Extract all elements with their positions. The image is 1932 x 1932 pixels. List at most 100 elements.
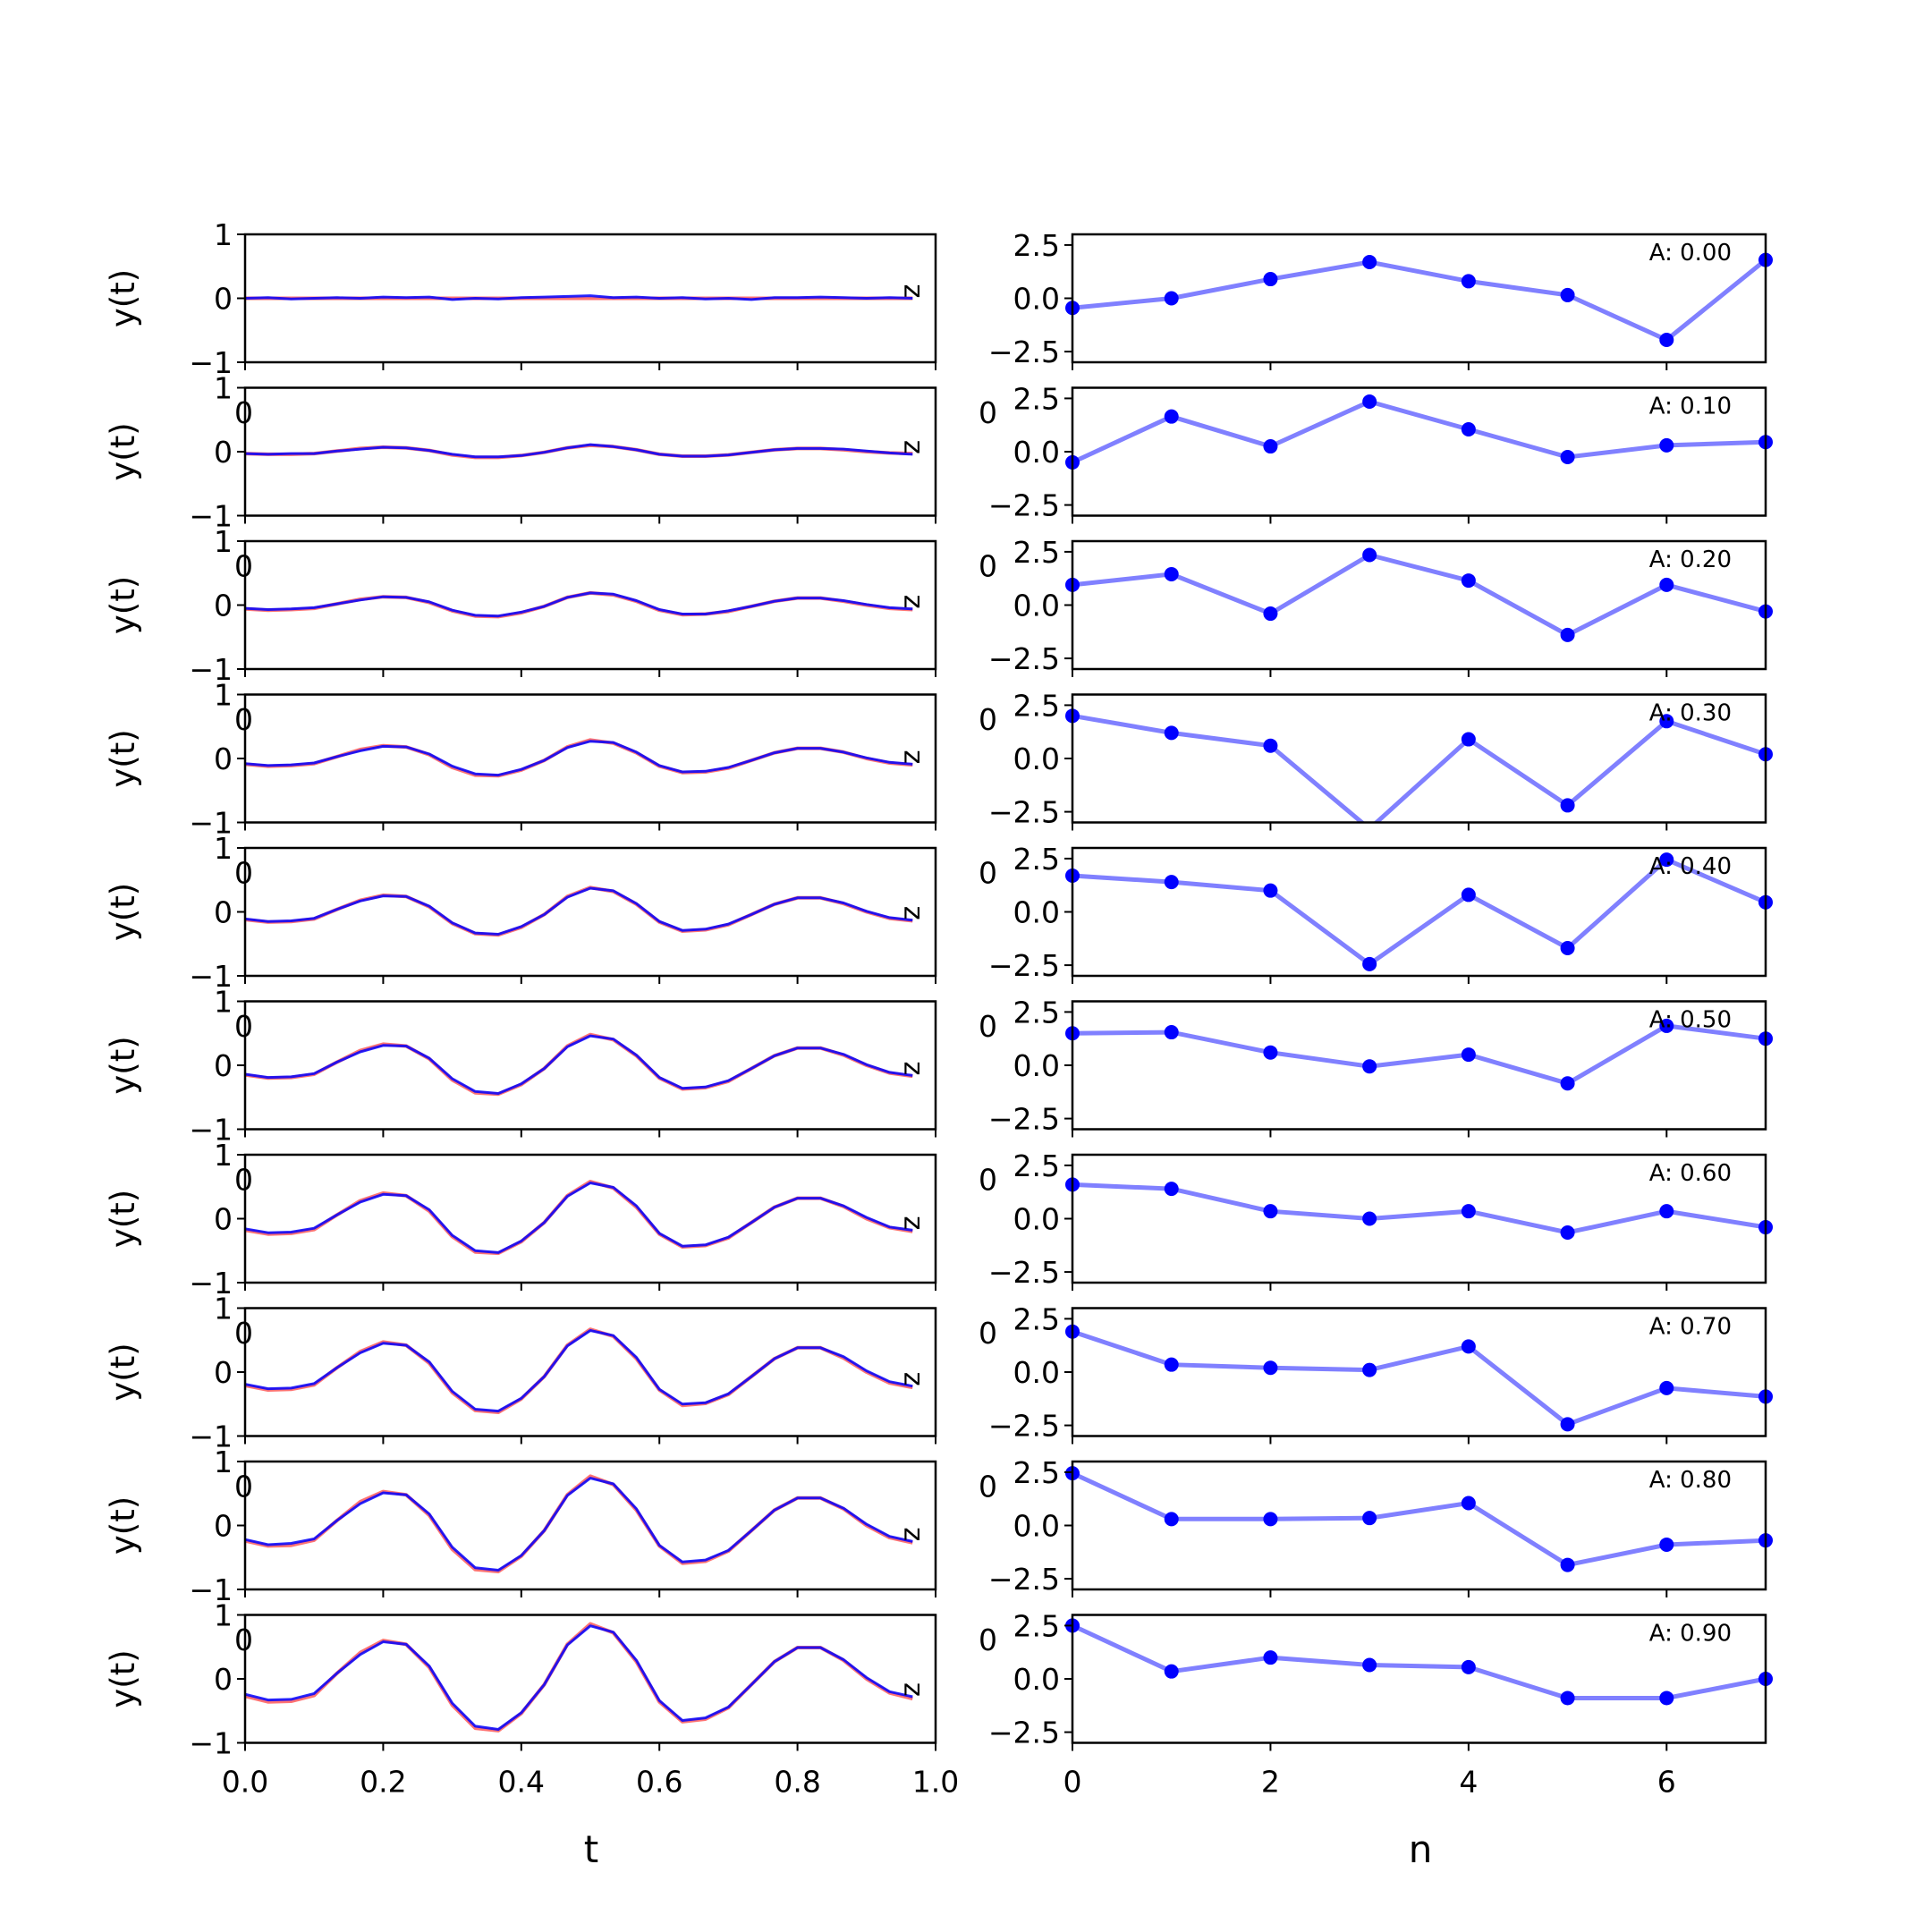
y-tick-label: −2.5	[988, 1562, 1060, 1597]
y-tick-label: 0	[214, 1662, 233, 1697]
y-tick-label: 2.5	[1013, 1301, 1060, 1336]
sequence-point	[1659, 437, 1674, 453]
sequence-line	[1071, 399, 1767, 465]
left-axes-frame	[243, 1307, 937, 1437]
right-plot-area	[1065, 1177, 1773, 1240]
right-subplot-5: −2.5 0.0 2.5 0 A: 0.50	[979, 995, 1773, 1198]
overlapped-tick-label: 0	[234, 549, 253, 584]
sequence-line	[1072, 713, 1767, 823]
y-tick-label: −1	[189, 1726, 233, 1761]
overlapped-tick-label: 0	[979, 1009, 997, 1044]
sequence-point	[1263, 1045, 1278, 1060]
left-plot-area	[245, 1180, 913, 1256]
y-tick-label: 0.0	[1013, 1509, 1060, 1544]
left-plot-area	[245, 590, 913, 619]
y-tick-label: 1	[214, 1292, 233, 1326]
sequence-point	[1362, 1362, 1377, 1377]
x-tick-label: 0.4	[498, 1765, 545, 1800]
right-subplot-7: −2.5 0.0 2.5 0 A: 0.70	[979, 1301, 1773, 1504]
amplitude-annotation: A: 0.10	[1649, 394, 1732, 420]
y-tick-label: 2.5	[1013, 688, 1060, 723]
sequence-line	[1072, 552, 1767, 638]
sequence-point	[1362, 547, 1377, 563]
left-y-axis-label: y(t)	[104, 883, 142, 941]
sequence-point	[1461, 421, 1476, 436]
sequence-point	[1461, 1047, 1476, 1063]
y-tick-label: −2.5	[988, 488, 1060, 523]
sequence-point	[1164, 1357, 1179, 1372]
sequence-point	[1164, 291, 1179, 306]
y-tick-label: 1	[214, 1445, 233, 1479]
overlapped-tick-label: 0	[979, 856, 997, 891]
predicted-signal-line	[245, 1477, 913, 1572]
y-tick-label: 2.5	[1013, 1455, 1060, 1490]
edge-marker: z	[895, 1682, 927, 1697]
sequence-point	[1362, 1059, 1377, 1074]
overlapped-tick-label: 0	[979, 1623, 997, 1657]
left-axes-frame	[243, 693, 937, 824]
edge-marker: z	[895, 1062, 927, 1076]
sequence-point	[1659, 577, 1674, 592]
left-plot-area	[245, 738, 913, 778]
left-x-axis-label: t	[584, 1827, 598, 1871]
x-tick-label: 0.6	[636, 1765, 682, 1800]
overlapped-tick-label: 0	[979, 1163, 997, 1198]
overlapped-tick-label: 0	[234, 1163, 253, 1198]
y-tick-label: 0.0	[1013, 895, 1060, 930]
y-tick-label: 1	[214, 985, 233, 1020]
y-tick-label: 0	[214, 589, 233, 623]
y-tick-label: 0.0	[1013, 1048, 1060, 1083]
amplitude-annotation: A: 0.00	[1649, 240, 1732, 267]
amplitude-annotation: A: 0.50	[1649, 1007, 1732, 1034]
left-plot-area	[245, 1032, 913, 1097]
sequence-point	[1263, 738, 1278, 753]
predicted-signal-line	[245, 1034, 913, 1095]
right-axes-frame	[1071, 1000, 1767, 1131]
sequence-point	[1659, 1537, 1674, 1552]
y-tick-label: −2.5	[988, 1409, 1060, 1444]
left-y-axis-label: y(t)	[104, 576, 142, 634]
sequence-line	[1071, 1470, 1767, 1568]
right-plot-area	[1065, 852, 1773, 971]
y-tick-label: 0	[214, 741, 233, 776]
right-subplot-4: −2.5 0.0 2.5 0 A: 0.40	[979, 842, 1773, 1044]
left-y-axis-label: y(t)	[104, 1649, 142, 1707]
right-subplot-1: −2.5 0.0 2.5 0 A: 0.10	[979, 381, 1773, 584]
sequence-point	[1659, 1380, 1674, 1395]
y-tick-label: 2.5	[1013, 1148, 1060, 1183]
left-axes-frame	[243, 1153, 937, 1284]
y-tick-label: 0	[214, 282, 233, 317]
sequence-point	[1560, 1076, 1575, 1091]
right-axes-frame	[1071, 846, 1767, 978]
right-subplot-0: −2.5 0.0 2.5 0 A: 0.00	[979, 228, 1773, 430]
sequence-point	[1659, 1204, 1674, 1219]
overlapped-tick-label: 0	[979, 549, 997, 584]
y-tick-label: −1	[189, 1113, 233, 1148]
edge-marker: z	[895, 906, 927, 920]
y-tick-label: 0.0	[1013, 1355, 1060, 1390]
y-tick-label: −1	[189, 1419, 233, 1454]
y-tick-label: 0	[214, 435, 233, 470]
sequence-point	[1164, 409, 1179, 424]
y-tick-label: 0.0	[1013, 435, 1060, 470]
right-plot-area	[1065, 1324, 1773, 1432]
predicted-signal-line	[245, 1624, 913, 1731]
right-plot-area	[1065, 708, 1773, 823]
y-tick-label: 2.5	[1013, 228, 1060, 263]
sequence-point	[1362, 956, 1377, 971]
y-tick-label: −2.5	[988, 641, 1060, 676]
amplitude-annotation: A: 0.70	[1649, 1314, 1732, 1341]
right-plot-area	[1065, 1018, 1773, 1091]
sequence-point	[1461, 1659, 1476, 1674]
overlapped-tick-label: 0	[234, 395, 253, 430]
y-tick-label: −1	[189, 1572, 233, 1607]
sequence-point	[1164, 1664, 1179, 1679]
